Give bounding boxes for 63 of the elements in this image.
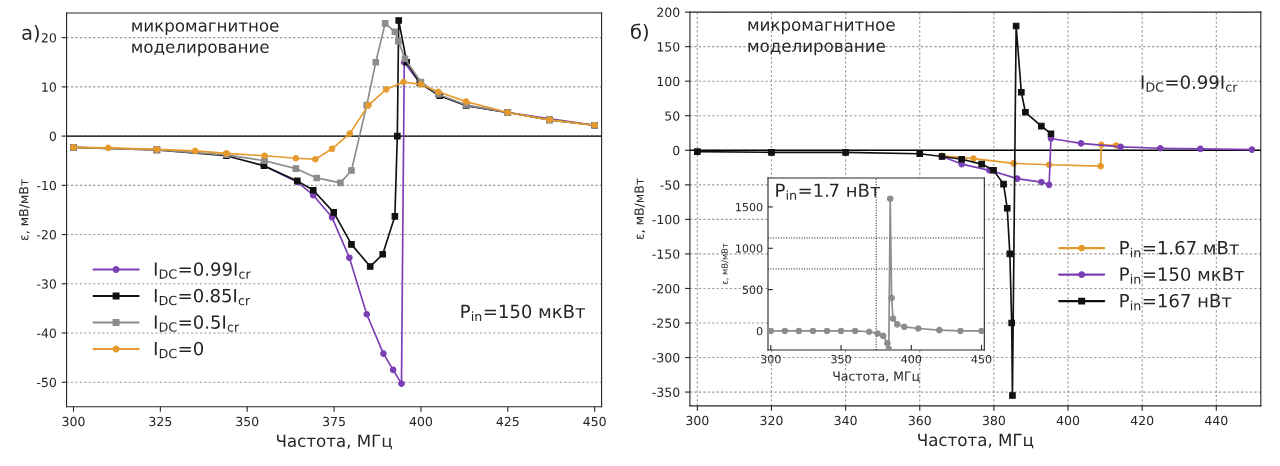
x-tick-label: 400 (409, 416, 433, 427)
y-tick-label: 200 (657, 7, 680, 18)
x-tick-label: 300 (686, 415, 709, 426)
x-tick-label: 300 (62, 416, 85, 427)
x-tick-label: 380 (982, 415, 1005, 426)
legend-label: P$_{in}$=167 нВт (1120, 293, 1232, 311)
x-tick-label: 300 (761, 355, 781, 364)
x-tick-label: 350 (831, 355, 851, 364)
y-tick-label: -30 (37, 279, 57, 289)
y-axis-title: ε, мВ/мВт (19, 179, 30, 241)
text: б) (631, 23, 648, 42)
y-tick-label: -150 (652, 249, 680, 259)
y-tick-label: 10 (42, 82, 57, 92)
x-tick-label: 375 (323, 416, 345, 427)
annotation: I$_{DC}$=0.99I$_{cr}$ (1141, 75, 1238, 92)
y-axis-title: ε, мВ/мВт (634, 178, 646, 240)
y-tick-label: 50 (665, 111, 680, 121)
y-tick-label: 100 (657, 76, 680, 87)
legend-label: I$_{DC}$=0.5I$_{cr}$ (154, 315, 240, 332)
y-tick-label: -250 (652, 318, 680, 328)
y-tick-label: 0 (49, 131, 57, 142)
legend-label: I$_{DC}$=0 (154, 341, 204, 359)
y-tick-label: 20 (41, 33, 57, 43)
y-tick-label: -10 (37, 180, 57, 191)
x-tick-label: 340 (834, 415, 857, 426)
x-tick-label: 320 (760, 415, 783, 426)
y-tick-label: 0 (756, 326, 763, 336)
x-tick-label: 450 (583, 416, 606, 427)
legend-label: P$_{in}$=1.67 мВт (1120, 240, 1239, 258)
x-axis-title: Частота, МГц (918, 433, 1034, 449)
x-tick-label: 400 (1056, 415, 1080, 426)
legend-label: I$_{DC}$=0.85I$_{cr}$ (154, 288, 251, 306)
x-tick-label: 425 (496, 416, 519, 427)
x-tick-label: 440 (1205, 415, 1228, 426)
x-tick-label: 420 (1130, 415, 1154, 426)
y-tick-label: -100 (652, 214, 680, 225)
y-tick-label: 1500 (736, 202, 763, 212)
text: а) (22, 24, 39, 43)
x-tick-label: 400 (901, 355, 922, 364)
y-tick-label: -50 (660, 180, 680, 190)
legend-label: P$_{in}$=150 мкВт (1120, 267, 1245, 284)
y-tick-label: 500 (742, 285, 763, 294)
x-tick-label: 450 (971, 355, 992, 364)
annotation: P$_{in}$=1.7 нВт (776, 183, 880, 200)
y-tick-label: -300 (652, 353, 680, 363)
x-tick-label: 325 (149, 416, 172, 427)
y-tick-label: 1000 (736, 244, 763, 253)
x-axis-title: Частота, МГц (833, 371, 920, 383)
y-tick-label: -20 (37, 230, 57, 240)
y-tick-label: -40 (37, 328, 57, 338)
y-tick-label: 150 (657, 42, 680, 52)
y-tick-label: -50 (37, 377, 57, 388)
y-tick-label: 0 (673, 145, 680, 156)
y-tick-label: -200 (652, 283, 680, 294)
y-axis-title: ε, мВ/мВт (721, 243, 729, 285)
x-tick-label: 350 (236, 416, 259, 427)
x-axis-title: Частота, МГц (276, 434, 392, 450)
y-tick-label: -350 (652, 387, 680, 397)
annotation: микромагнитное моделирование (748, 21, 895, 56)
x-tick-label: 360 (908, 415, 931, 426)
annotation: P$_{in}$=150 мкВт (461, 304, 586, 321)
annotation: микромагнитное моделирование (132, 22, 279, 57)
legend-label: I$_{DC}$=0.99I$_{cr}$ (154, 262, 251, 279)
